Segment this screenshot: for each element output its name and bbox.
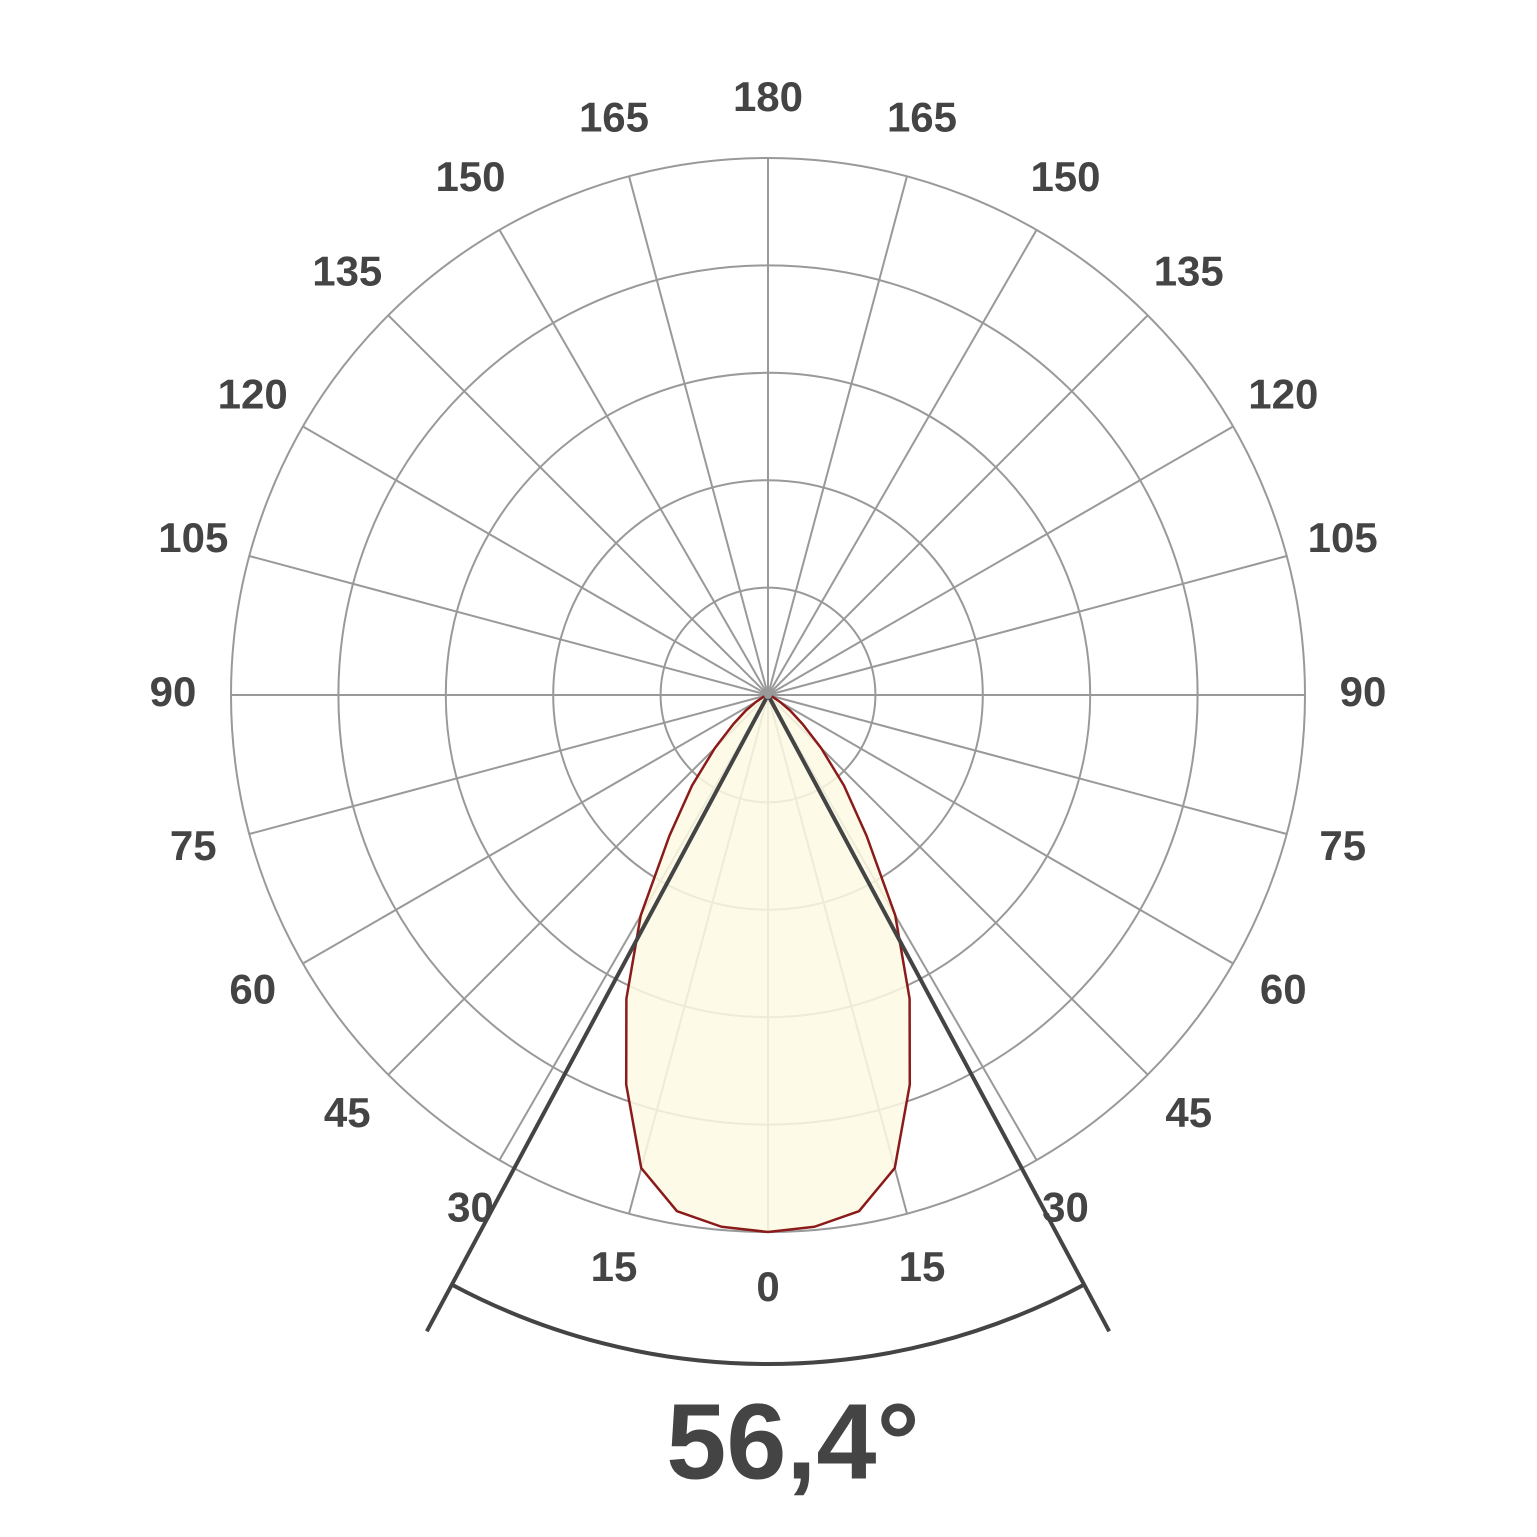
angle-tick-label: 105 [1308,514,1378,561]
intensity-curve [624,693,769,1234]
angle-tick-label: 150 [435,153,505,200]
angle-tick-label: 15 [591,1243,638,1290]
beam-arc [450,1282,1086,1366]
grid-spoke [628,176,769,696]
angle-tick-label: 75 [1319,822,1366,869]
angle-tick-label: 0 [756,1263,779,1310]
grid-spoke [387,314,769,696]
grid-spoke [249,555,769,696]
angle-tick-label: 135 [312,247,382,294]
angle-tick-label: 15 [899,1243,946,1290]
grid-spoke [767,176,908,696]
angle-tick-label: 105 [158,514,228,561]
angle-tick-label: 165 [579,93,649,140]
grid-spoke [302,425,769,696]
angle-tick-label: 135 [1154,247,1224,294]
angle-tick-label: 90 [1340,668,1387,715]
grid-spoke [767,425,1234,696]
angle-tick-label: 45 [324,1089,371,1136]
angle-tick-label: 90 [150,668,197,715]
grid-spoke [767,694,1234,965]
grid-spoke [767,555,1287,696]
angle-tick-label: 165 [887,93,957,140]
angle-tick-label: 120 [1248,371,1318,418]
beam-edge [766,694,1111,1333]
grid-spoke [767,694,1287,835]
intensity-curve [767,693,912,1234]
grid-spoke [498,229,769,696]
grid-spoke [249,694,769,835]
angle-tick-label: 60 [1260,966,1307,1013]
beam-angle-label: 56,4° [666,1381,919,1502]
grid-spoke [302,694,769,965]
beam-edge [425,694,770,1333]
grid-spoke [387,694,769,1076]
angle-tick-label: 120 [218,371,288,418]
angle-tick-label: 150 [1030,153,1100,200]
grid-spoke [767,229,1038,696]
angle-tick-label: 75 [170,822,217,869]
angle-tick-label: 180 [733,73,803,120]
grid-spoke [767,314,1149,696]
center-dot [764,691,772,699]
angle-tick-label: 60 [229,966,276,1013]
angle-tick-label: 45 [1165,1089,1212,1136]
grid-spoke [767,694,1149,1076]
